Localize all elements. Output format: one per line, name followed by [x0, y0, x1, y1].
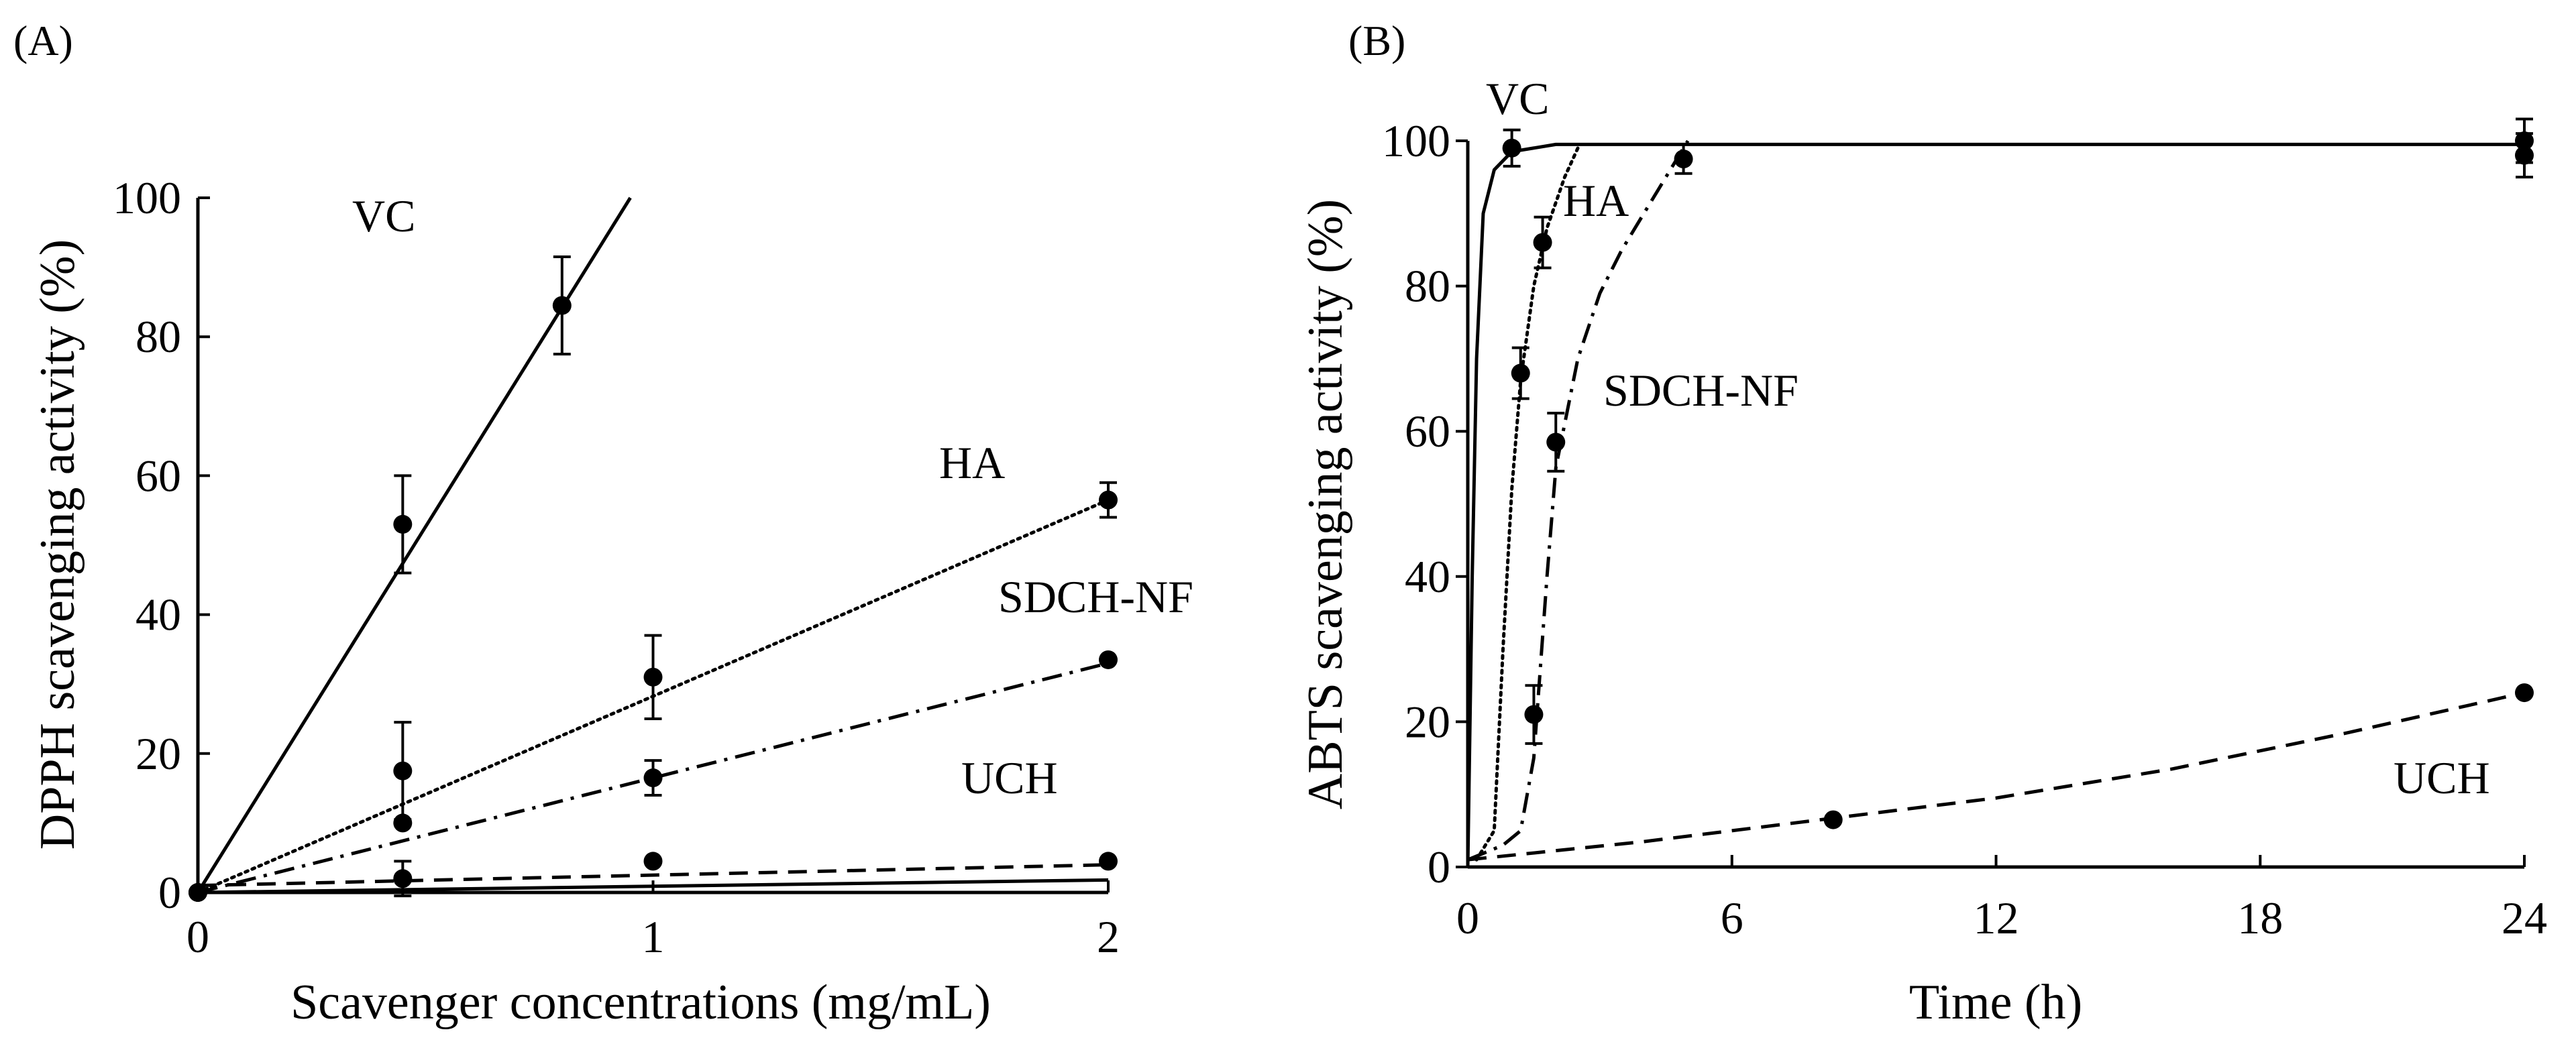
y-tick-label: 80 — [1405, 261, 1450, 312]
panel-a-label-vc: VC — [352, 190, 415, 241]
data-point-uch — [1823, 810, 1843, 829]
panel-b-letter: (B) — [1348, 17, 1405, 64]
data-point-vc — [2515, 131, 2534, 150]
fit-line-baseline — [197, 878, 1109, 894]
data-point-uch — [643, 852, 663, 871]
panel-b: (B) 0 20 40 60 80 100 0 6 12 18 24 Time (h) ABTS s… — [1298, 17, 2547, 1030]
x-tick-label: 24 — [2502, 892, 2547, 943]
panel-b-ticks: 0 20 40 60 80 100 0 6 12 18 24 — [1382, 115, 2547, 943]
data-point-ha — [1511, 363, 1530, 383]
fit-line-ha — [1474, 146, 1580, 862]
panel-a-label-sdch-nf: SDCH-NF — [998, 571, 1193, 622]
y-tick-label: 20 — [1405, 696, 1450, 747]
data-point-uch — [1099, 852, 1118, 871]
y-tick-label: 80 — [136, 311, 181, 362]
x-tick-label: 0 — [186, 911, 209, 962]
fit-line-sdch-nf — [1467, 139, 1690, 862]
panel-a-label-ha: HA — [939, 437, 1005, 488]
y-tick-label: 60 — [136, 450, 181, 501]
data-point-vc — [1502, 138, 1521, 158]
data-point-sdch-nf — [1099, 650, 1118, 669]
x-tick-label: 0 — [1456, 892, 1479, 943]
data-point-ha — [393, 761, 413, 780]
panel-b-label-sdch-nf: SDCH-NF — [1603, 365, 1799, 416]
y-tick-label: 60 — [1405, 406, 1450, 457]
y-tick-label: 40 — [1405, 551, 1450, 602]
panel-a-y-axis-title: DPPH scavenging activity (%) — [30, 239, 85, 850]
fit-line-vc — [1466, 142, 2524, 868]
data-point-sdch-nf — [393, 813, 413, 833]
data-point-sdch-nf — [643, 768, 663, 788]
x-tick-label: 2 — [1097, 911, 1120, 962]
panel-a-label-uch: UCH — [961, 752, 1058, 803]
x-tick-label: 1 — [642, 911, 665, 962]
data-point-uch — [2515, 683, 2534, 703]
panel-b-label-uch: UCH — [2394, 752, 2490, 803]
panel-b-error-bars — [1503, 117, 2533, 745]
y-tick-label: 20 — [136, 728, 181, 779]
y-tick-label: 100 — [1382, 115, 1450, 166]
data-point-sdch-nf — [1524, 705, 1544, 724]
panel-a-ticks: 0 20 40 60 80 100 0 1 2 — [113, 172, 1120, 962]
data-point-ha — [1533, 233, 1552, 252]
panel-a-points — [189, 296, 1118, 902]
x-tick-label: 6 — [1721, 892, 1743, 943]
panel-b-label-ha: HA — [1563, 175, 1629, 226]
x-tick-label: 18 — [2237, 892, 2283, 943]
panel-b-label-vc: VC — [1486, 73, 1549, 124]
data-point-uch — [189, 883, 207, 902]
y-tick-label: 100 — [113, 172, 181, 223]
panel-b-x-axis-title: Time (h) — [1909, 975, 2082, 1030]
data-point-vc — [393, 514, 413, 534]
data-point-sdch-nf — [1674, 150, 1693, 169]
panel-b-fit-lines — [1466, 139, 2525, 868]
y-tick-label: 40 — [136, 589, 181, 640]
data-point-ha — [643, 667, 663, 687]
fit-line-uch — [197, 863, 1109, 888]
data-point-uch — [393, 869, 413, 888]
data-point-vc — [552, 296, 572, 315]
panel-b-y-axis-title: ABTS scavenging activity (%) — [1298, 199, 1353, 809]
panel-a-x-axis-title: Scavenger concentrations (mg/mL) — [290, 975, 991, 1030]
data-point-sdch-nf — [1546, 432, 1566, 452]
data-point-ha — [1099, 490, 1118, 510]
fit-line-sdch-nf — [197, 661, 1109, 894]
x-tick-label: 12 — [1974, 892, 2019, 943]
y-tick-label: 0 — [158, 867, 181, 918]
panel-a-letter: (A) — [13, 17, 73, 64]
panel-b-points — [1502, 131, 2534, 829]
panel-a: (A) 0 20 40 60 80 100 0 1 2 Scavenger concentrat… — [13, 17, 1193, 1030]
fit-line-uch — [1467, 691, 2525, 862]
data-point-sdch-nf — [2515, 146, 2534, 165]
y-tick-label: 0 — [1428, 842, 1450, 892]
